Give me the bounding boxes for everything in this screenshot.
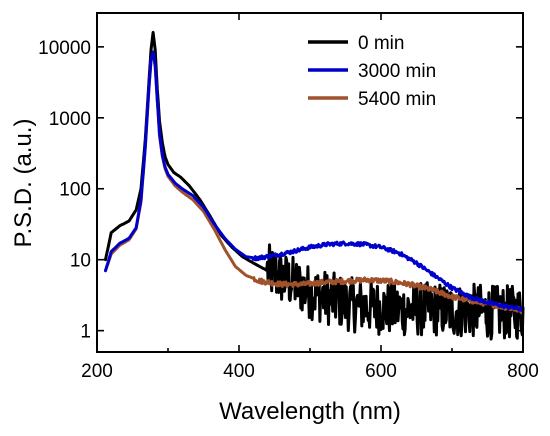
x-tick-label: 400	[223, 361, 255, 382]
legend-label: 5400 min	[358, 89, 436, 110]
series-line-0-min	[104, 30, 525, 341]
y-tick-label: 1000	[49, 109, 91, 130]
series-layer	[104, 30, 525, 341]
y-tick-label: 10	[70, 251, 91, 272]
y-tick-label: 1	[80, 322, 91, 343]
legend-label: 0 min	[358, 33, 404, 54]
series-line-5400-min	[104, 52, 525, 315]
x-tick-label: 200	[81, 361, 113, 382]
x-tick-label: 800	[507, 361, 539, 382]
x-tick-label: 600	[365, 361, 397, 382]
legend-label: 3000 min	[358, 61, 436, 82]
legend: 0 min 3000 min 5400 min	[308, 33, 436, 110]
y-tick-label: 100	[59, 180, 91, 201]
y-axis-title: P.S.D. (a.u.)	[10, 119, 37, 248]
y-tick-label: 10000	[38, 38, 91, 59]
series-line-3000-min	[104, 50, 525, 313]
x-axis-title: Wavelength (nm)	[219, 398, 401, 425]
ticks-layer: 200 400 600 800 1 10 100 1000 10000	[38, 13, 539, 382]
